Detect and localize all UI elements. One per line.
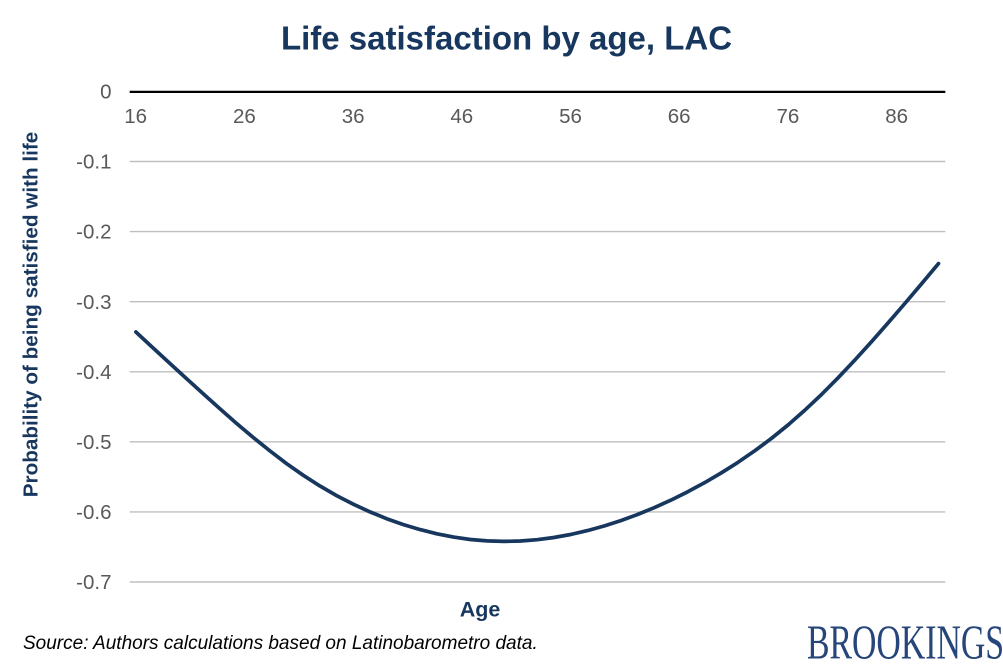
svg-text:-0.4: -0.4 <box>76 361 111 384</box>
svg-text:0: 0 <box>100 81 111 104</box>
svg-text:-0.3: -0.3 <box>76 291 111 314</box>
svg-text:BROOKINGS: BROOKINGS <box>807 617 1003 670</box>
svg-text:46: 46 <box>450 105 473 128</box>
svg-text:16: 16 <box>124 105 147 128</box>
svg-text:-0.6: -0.6 <box>76 501 111 524</box>
svg-text:56: 56 <box>559 105 582 128</box>
svg-text:-0.2: -0.2 <box>76 221 111 244</box>
svg-text:-0.7: -0.7 <box>76 571 111 594</box>
svg-text:-0.5: -0.5 <box>76 431 111 454</box>
svg-text:Age: Age <box>460 597 501 621</box>
svg-text:76: 76 <box>776 105 799 128</box>
svg-text:Probability of being satisfied: Probability of being satisfied with life <box>19 132 42 498</box>
svg-text:Life satisfaction by age, LAC: Life satisfaction by age, LAC <box>281 19 732 56</box>
svg-text:26: 26 <box>233 105 256 128</box>
svg-text:86: 86 <box>885 105 908 128</box>
svg-text:66: 66 <box>668 105 691 128</box>
svg-text:-0.1: -0.1 <box>76 151 111 174</box>
svg-text:36: 36 <box>342 105 365 128</box>
svg-text:Source: Authors calculations b: Source: Authors calculations based on La… <box>23 633 538 654</box>
